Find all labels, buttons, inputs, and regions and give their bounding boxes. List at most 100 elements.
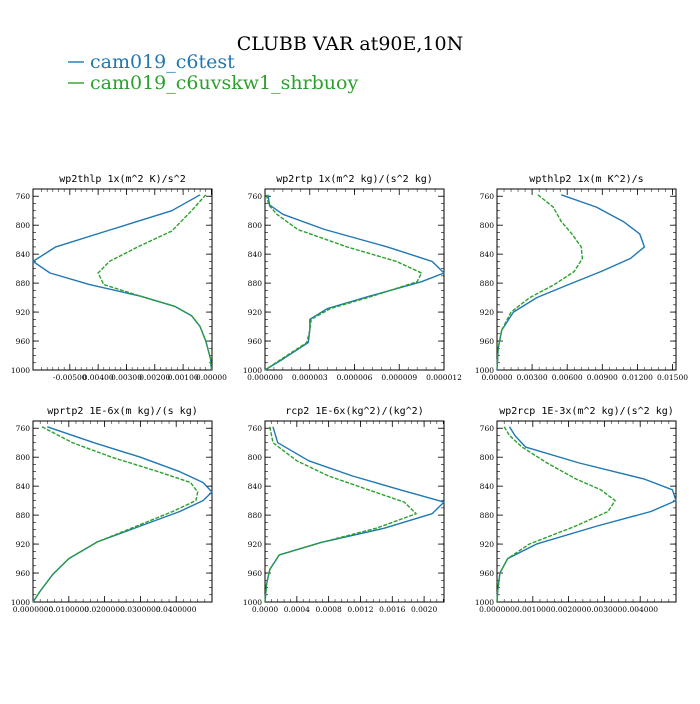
y-tick-label: 1000 [243,598,262,607]
x-tick-label: 0.000009 [381,373,417,382]
x-tick-label: 0.0012 [347,605,373,614]
legend-label-c6uvskw1-shrbuoy: cam019_c6uvskw1_shrbuoy [90,72,358,94]
y-tick-label: 840 [16,250,31,259]
y-tick-label: 840 [480,250,495,259]
x-tick-label: 0.001000 [515,605,551,614]
y-tick-label: 920 [16,540,31,549]
x-tick-label: 0.00300 [517,373,548,382]
plot-frame [32,188,213,371]
x-tick-label: 0.00300 [111,373,142,382]
x-tick-label: 0.000006 [337,373,373,382]
x-tick-label: 0.0000 [252,605,278,614]
y-tick-label: 800 [480,221,495,230]
panel-5: rcp2 1E-6x(kg^2)/(kg^2) 760 800 840 880 920 96… [243,406,445,614]
y-tick-label: 920 [480,540,495,549]
y-tick-label: 760 [248,192,263,201]
x-tick-label: 0.0300000 [120,605,161,614]
y-tick-label: 880 [16,511,31,520]
panel-title: wp2rtp 1x(m^2 kg)/(s^2 kg) [276,174,433,185]
y-tick-label: 840 [480,482,495,491]
y-tick-label: 760 [248,424,263,433]
y-tick-label: 880 [480,511,495,520]
y-tick-label: 1000 [11,598,30,607]
panel-grid: wp2thlp 1x(m^2 K)/s^2 760 800 840 880 920 960 1… [11,174,688,614]
y-tick-label: 760 [480,192,495,201]
panel-title: wp2rcp 1E-3x(m^2 kg)/(s^2 kg) [499,406,674,417]
x-tick-label: 0.00100 [168,373,199,382]
y-tick-label: 840 [16,482,31,491]
y-tick-label: 800 [480,453,495,462]
plot-frame [496,420,677,603]
y-tick-label: 880 [248,511,263,520]
series-line-c6uvskw1-shrbuoy [32,426,199,603]
y-tick-label: 840 [248,482,263,491]
y-tick-label: 880 [16,279,31,288]
x-tick-label: -0.00500 [53,373,87,382]
x-tick-label: 0.000003 [292,373,328,382]
x-tick-label: 0.00000 [196,373,227,382]
y-tick-label: 960 [248,337,263,346]
x-tick-label: 0.0016 [379,605,405,614]
x-tick-label: 0.00900 [587,373,618,382]
series-line-c6uvskw1-shrbuoy [264,194,423,371]
y-tick-label: 1000 [475,366,494,375]
x-tick-label: 0.01500 [657,373,688,382]
y-tick-label: 760 [480,424,495,433]
y-tick-label: 920 [248,308,263,317]
series-line-c6uvskw1-shrbuoy [496,426,616,603]
x-tick-label: 0.0004 [284,605,310,614]
panel-title: rcp2 1E-6x(kg^2)/(kg^2) [285,406,423,417]
panel-6: wp2rcp 1E-3x(m^2 kg)/(s^2 kg) 760 800 840 88… [475,406,677,614]
panel-1: wp2thlp 1x(m^2 K)/s^2 760 800 840 880 920 960 1… [11,174,227,382]
x-tick-label: 0.00200 [139,373,170,382]
y-tick-label: 1000 [475,598,494,607]
y-tick-label: 800 [248,453,263,462]
panel-title: wpthlp2 1x(m K^2)/s [529,174,643,185]
x-tick-label: 0.0100000 [49,605,90,614]
x-tick-label: 0.0000000 [13,605,54,614]
y-tick-label: 880 [248,279,263,288]
x-tick-label: 0.00400 [83,373,114,382]
y-tick-label: 1000 [243,366,262,375]
x-tick-label: 0.003000 [587,605,623,614]
plot-frame [496,188,677,371]
panel-title: wprtp2 1E-6x(m kg)/(s kg) [47,406,198,417]
y-tick-label: 760 [16,192,31,201]
series-line-c6uvskw1-shrbuoy [264,426,417,603]
y-tick-label: 840 [248,250,263,259]
y-tick-label: 800 [16,221,31,230]
plot-frame [264,420,445,603]
legend-label-c6test: cam019_c6test [90,51,235,73]
x-tick-label: 0.004000 [622,605,658,614]
y-tick-label: 920 [248,540,263,549]
x-tick-label: 0.000000 [247,373,283,382]
series-line-c6uvskw1-shrbuoy [496,194,584,371]
y-tick-label: 920 [16,308,31,317]
panel-4: wprtp2 1E-6x(m kg)/(s kg) 760 800 840 880 920… [11,406,213,614]
legend: cam019_c6test cam019_c6uvskw1_shrbuoy [68,51,358,94]
x-tick-label: 0.00000 [481,373,512,382]
x-tick-label: 0.000000 [479,605,515,614]
series-line-c6uvskw1-shrbuoy [97,194,213,371]
x-tick-label: 0.0020 [411,605,437,614]
y-tick-label: 960 [16,569,31,578]
x-tick-label: 0.01200 [622,373,653,382]
series-line-c6test [264,194,445,371]
y-tick-label: 960 [480,569,495,578]
x-tick-label: 0.000012 [426,373,462,382]
panel-2: wp2rtp 1x(m^2 kg)/(s^2 kg) 760 800 840 880 92… [243,174,462,382]
figure-title: CLUBB VAR at90E,10N [237,33,463,55]
y-tick-label: 1000 [11,366,30,375]
x-tick-label: 0.0200000 [84,605,125,614]
x-tick-label: 0.002000 [551,605,587,614]
series-line-c6test [32,194,213,371]
x-tick-label: 0.0400000 [156,605,197,614]
panel-3: wpthlp2 1x(m K^2)/s 760 800 840 880 920 960 100… [475,174,688,382]
x-tick-label: 0.0008 [316,605,342,614]
y-tick-label: 760 [16,424,31,433]
y-tick-label: 800 [248,221,263,230]
y-tick-label: 920 [480,308,495,317]
panel-title: wp2thlp 1x(m^2 K)/s^2 [59,174,185,185]
